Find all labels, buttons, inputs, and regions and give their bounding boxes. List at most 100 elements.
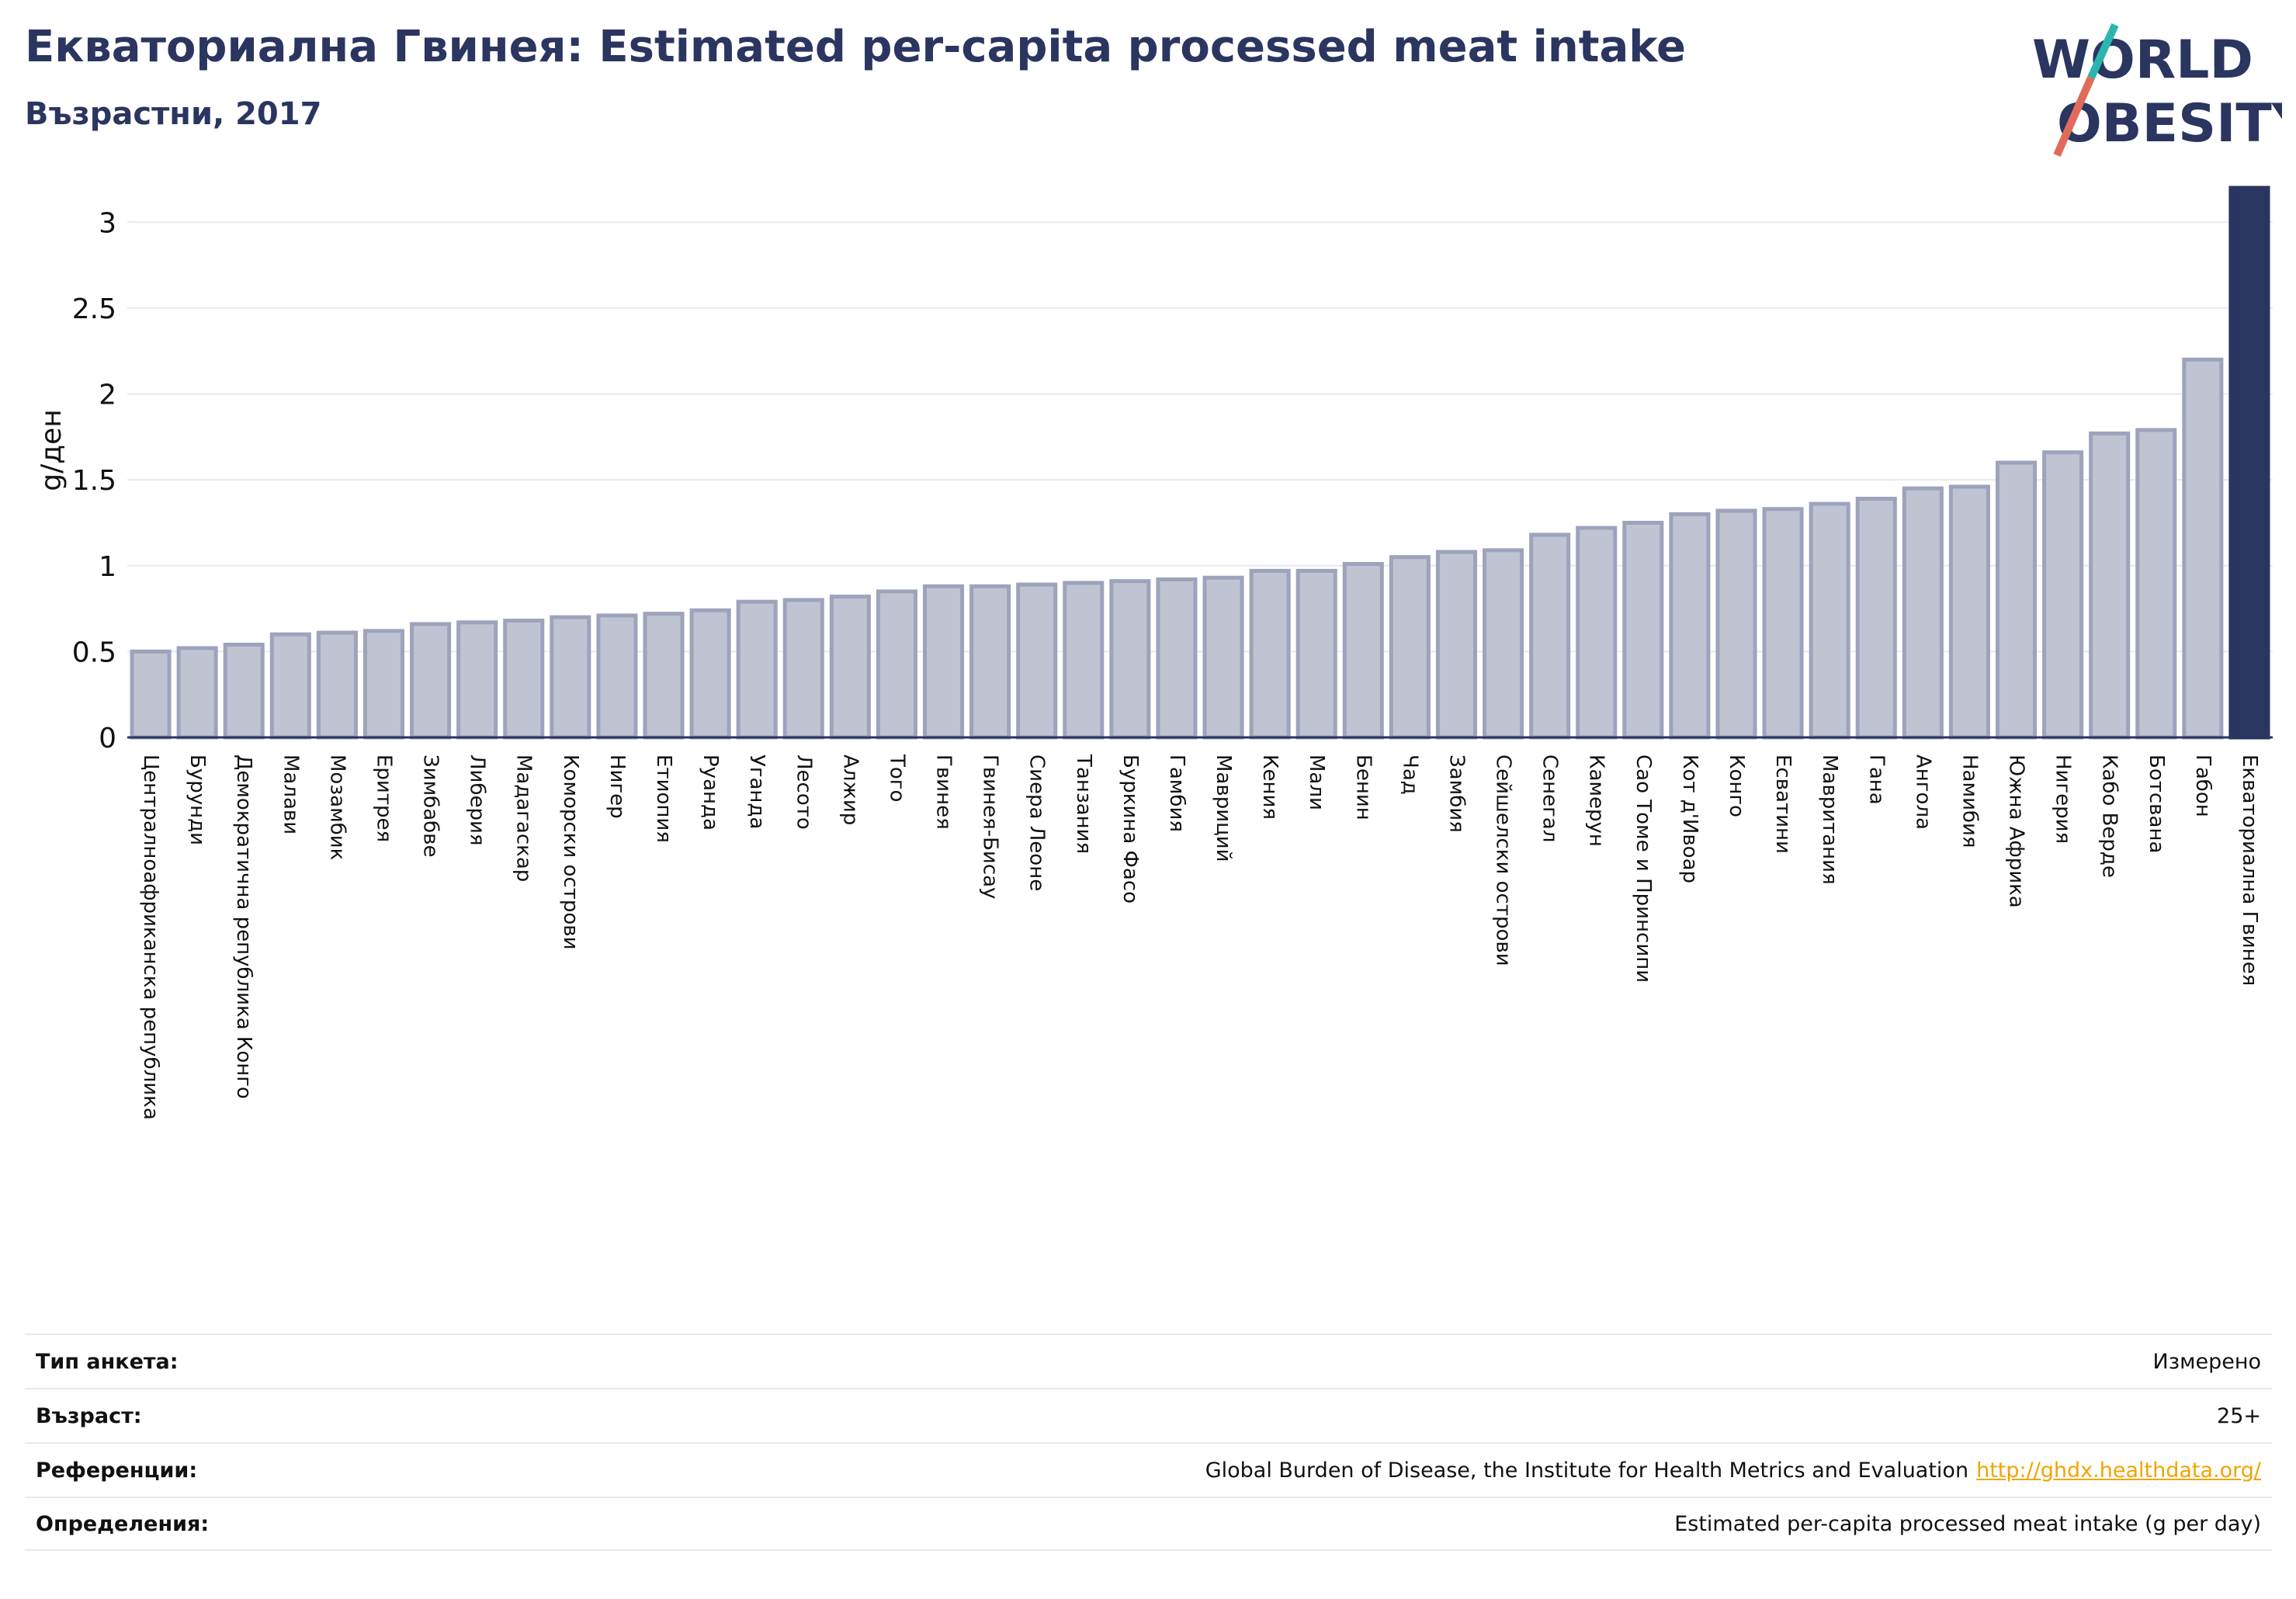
bar: [876, 589, 917, 740]
bar: [2182, 357, 2224, 740]
bar: [456, 620, 498, 740]
bar: [1435, 550, 1478, 740]
footer-label: Референции:: [36, 1458, 198, 1483]
y-tick-label: 2: [99, 380, 116, 411]
bar: [1389, 555, 1431, 740]
bar: [1202, 575, 1244, 740]
bar: [316, 630, 358, 740]
bar: [1063, 581, 1105, 740]
bar: [1529, 532, 1571, 740]
footer-value-group: Global Burden of Disease, the Institute …: [1205, 1459, 2261, 1483]
x-tick-label: Зимбабве: [419, 754, 442, 858]
bar: [362, 629, 405, 740]
x-tick-label: Нигер: [605, 754, 629, 819]
x-tick-label: Сейшелски острови: [1492, 754, 1515, 966]
bar: [1762, 507, 1804, 740]
bar: [269, 632, 311, 740]
x-tick-label: Бурунди: [186, 754, 209, 845]
bar: [1483, 548, 1524, 740]
bar: [829, 595, 871, 740]
bars: [130, 186, 2270, 740]
x-tick-label: Конго: [1725, 754, 1748, 817]
x-tick-label: Кения: [1258, 754, 1282, 820]
bar: [736, 599, 778, 740]
page-subtitle: Възрастни, 2017: [25, 96, 322, 132]
x-tick-label: Замбия: [1445, 754, 1468, 833]
footer-label: Определения:: [36, 1511, 210, 1536]
x-tick-label: Сао Томе и Принсипи: [1632, 754, 1655, 983]
x-tick-label: Екваториална Гвинея: [2238, 754, 2261, 986]
bar: [1109, 579, 1151, 740]
y-tick-label: 0.5: [72, 636, 116, 668]
x-tick-label: Либерия: [466, 754, 489, 846]
footer-value: 25+: [2217, 1403, 2261, 1428]
y-tick-label: 0: [99, 723, 116, 754]
x-tick-label: Мадагаскар: [512, 754, 536, 882]
x-tick-label: Мали: [1305, 754, 1328, 810]
footer-row-definitions: Определения: Estimated per-capita proces…: [25, 1497, 2272, 1551]
bar: [1016, 582, 1058, 740]
x-tick-label: Нигерия: [2051, 754, 2075, 844]
x-tick-label: Есватини: [1771, 754, 1795, 854]
x-tick-label: Сенегал: [1538, 754, 1562, 842]
footer-row-survey: Тип анкета: Измерено: [25, 1334, 2272, 1388]
x-axis-labels: Централноафриканска република Бурунди Демо…: [139, 754, 2261, 1120]
bar: [596, 613, 638, 740]
bar: [922, 584, 965, 740]
bar: [176, 646, 218, 740]
bar: [1622, 520, 1664, 740]
x-tick-label: Еритрея: [372, 754, 395, 842]
x-tick-label: Ангола: [1911, 754, 1934, 830]
x-tick-label: Мозамбик: [325, 754, 349, 860]
x-tick-label: Уганда: [745, 754, 768, 829]
footer-row-age: Възраст: 25+: [25, 1388, 2272, 1442]
bar: [1715, 508, 1757, 740]
footer-value: Estimated per-capita processed meat inta…: [1674, 1511, 2261, 1536]
x-tick-label: Мавриций: [1212, 754, 1235, 862]
reference-link[interactable]: http://ghdx.healthdata.org/: [1976, 1458, 2261, 1483]
x-tick-label: Чад: [1398, 754, 1421, 795]
bar: [550, 615, 591, 740]
x-tick-label: Ботсвана: [2145, 754, 2168, 853]
x-tick-label: Гамбия: [1165, 754, 1188, 832]
x-tick-label: Южна Африка: [2005, 754, 2028, 908]
x-tick-label: Малави: [279, 754, 302, 834]
bar: [1295, 568, 1337, 740]
x-tick-label: Лесото: [792, 754, 815, 830]
bar: [2089, 431, 2131, 740]
bar: [969, 584, 1011, 740]
x-tick-label: Коморски острови: [559, 754, 582, 950]
x-tick-label: Руанда: [699, 754, 722, 831]
bar: [1809, 501, 1850, 740]
logo-line-1: WORLD: [2032, 29, 2253, 91]
bar: [2135, 428, 2177, 740]
footer-label: Тип анкета:: [36, 1349, 179, 1374]
bar: [1902, 486, 1944, 740]
x-tick-label: Етиопия: [652, 754, 675, 843]
bar: [1576, 525, 1618, 740]
x-tick-label: Гвинея-Бисау: [979, 754, 1002, 899]
footer-value: Измерено: [2152, 1349, 2261, 1374]
bar: [1342, 562, 1384, 740]
x-tick-label: Того: [885, 754, 908, 802]
bar: [503, 619, 545, 740]
y-tick-label: 1: [99, 551, 116, 583]
bar: [130, 649, 172, 740]
x-tick-label: Демократична република Конго: [232, 754, 255, 1099]
bar: [1948, 484, 1990, 740]
y-tick-label: 1.5: [72, 465, 116, 497]
bar: [1669, 512, 1711, 740]
x-tick-label: Гвинея: [932, 754, 956, 830]
logo-coral-slash: [2053, 75, 2095, 158]
bar: [2228, 186, 2270, 740]
bar: [782, 598, 824, 740]
x-tick-label: Сиера Леоне: [1025, 754, 1049, 891]
y-tick-label: 3: [99, 207, 116, 239]
info-footer: Тип анкета: Измерено Възраст: 25+ Рефере…: [25, 1334, 2272, 1551]
x-tick-label: Централноафриканска република: [139, 754, 162, 1120]
x-tick-label: Гана: [1864, 754, 1888, 805]
x-tick-label: Габон: [2191, 754, 2214, 817]
x-tick-label: Мавритания: [1818, 754, 1841, 885]
x-tick-label: Кот д'Ивоар: [1678, 754, 1701, 883]
bar: [1855, 496, 1897, 740]
